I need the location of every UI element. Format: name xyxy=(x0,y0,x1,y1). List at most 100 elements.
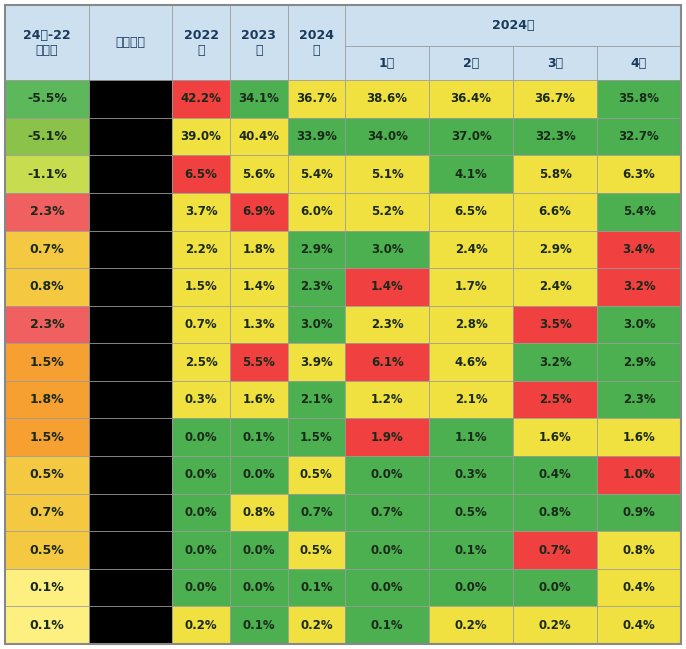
Bar xyxy=(513,80,597,117)
Bar xyxy=(5,494,88,532)
Text: 0.7%: 0.7% xyxy=(300,506,333,519)
Bar xyxy=(513,606,597,644)
Text: 2.3%: 2.3% xyxy=(371,318,403,331)
Bar xyxy=(88,5,172,80)
Bar xyxy=(230,5,287,80)
Text: 3.5%: 3.5% xyxy=(539,318,571,331)
Text: 0.2%: 0.2% xyxy=(185,618,217,631)
Text: 1.5%: 1.5% xyxy=(300,431,333,444)
Bar xyxy=(172,494,230,532)
Text: 2023
年: 2023 年 xyxy=(241,29,276,56)
Bar xyxy=(429,193,513,230)
Bar xyxy=(345,306,429,343)
Text: 0.2%: 0.2% xyxy=(300,618,333,631)
Text: 2.3%: 2.3% xyxy=(300,280,333,293)
Text: 2季: 2季 xyxy=(463,56,480,69)
Bar xyxy=(429,494,513,532)
Text: 0.5%: 0.5% xyxy=(455,506,488,519)
Text: 1.8%: 1.8% xyxy=(242,243,275,256)
Bar xyxy=(597,80,681,117)
Text: 0.7%: 0.7% xyxy=(539,543,571,557)
Bar xyxy=(5,80,88,117)
Bar xyxy=(88,494,172,532)
Bar xyxy=(230,155,287,193)
Bar xyxy=(88,155,172,193)
Bar xyxy=(88,343,172,381)
Bar xyxy=(88,569,172,606)
Text: 0.0%: 0.0% xyxy=(185,543,217,557)
Text: 2.4%: 2.4% xyxy=(455,243,488,256)
Text: 33.9%: 33.9% xyxy=(296,130,337,143)
Text: 32.7%: 32.7% xyxy=(619,130,659,143)
Bar xyxy=(230,381,287,419)
Bar xyxy=(513,494,597,532)
Bar xyxy=(597,117,681,155)
Bar xyxy=(172,306,230,343)
Text: 3.0%: 3.0% xyxy=(300,318,333,331)
Bar xyxy=(172,193,230,230)
Bar xyxy=(5,569,88,606)
Text: 5.4%: 5.4% xyxy=(623,205,655,218)
Bar xyxy=(597,419,681,456)
Bar xyxy=(88,381,172,419)
Text: 0.4%: 0.4% xyxy=(623,581,655,594)
Text: 0.1%: 0.1% xyxy=(371,618,403,631)
Bar xyxy=(5,343,88,381)
Bar xyxy=(513,193,597,230)
Bar xyxy=(5,230,88,268)
Text: 39.0%: 39.0% xyxy=(180,130,222,143)
Bar xyxy=(429,419,513,456)
Text: 0.0%: 0.0% xyxy=(242,543,275,557)
Bar xyxy=(597,494,681,532)
Bar xyxy=(172,5,230,80)
Text: 3.7%: 3.7% xyxy=(185,205,217,218)
Bar xyxy=(5,5,88,80)
Bar xyxy=(287,419,345,456)
Text: 0.1%: 0.1% xyxy=(242,618,275,631)
Bar xyxy=(345,494,429,532)
Text: 2.2%: 2.2% xyxy=(185,243,217,256)
Bar xyxy=(345,155,429,193)
Bar xyxy=(345,343,429,381)
Text: 0.5%: 0.5% xyxy=(29,543,64,557)
Bar xyxy=(513,155,597,193)
Bar xyxy=(5,306,88,343)
Bar xyxy=(88,193,172,230)
Text: 1.8%: 1.8% xyxy=(29,393,64,406)
Bar xyxy=(345,381,429,419)
Text: 1.5%: 1.5% xyxy=(185,280,217,293)
Bar xyxy=(5,117,88,155)
Text: 1.6%: 1.6% xyxy=(623,431,655,444)
Text: 0.2%: 0.2% xyxy=(455,618,488,631)
Text: 0.7%: 0.7% xyxy=(29,243,64,256)
Bar xyxy=(429,569,513,606)
Bar xyxy=(513,230,597,268)
Bar xyxy=(230,268,287,306)
Text: -1.1%: -1.1% xyxy=(27,167,67,180)
Bar xyxy=(88,268,172,306)
Text: 3季: 3季 xyxy=(547,56,563,69)
Bar xyxy=(429,268,513,306)
Text: 0.1%: 0.1% xyxy=(29,618,64,631)
Text: 34.1%: 34.1% xyxy=(238,92,279,106)
Bar xyxy=(88,456,172,494)
Text: -5.1%: -5.1% xyxy=(27,130,67,143)
Text: 36.7%: 36.7% xyxy=(534,92,576,106)
Text: 0.5%: 0.5% xyxy=(300,543,333,557)
Bar xyxy=(287,569,345,606)
Text: 2.1%: 2.1% xyxy=(455,393,488,406)
Text: 1.5%: 1.5% xyxy=(29,356,64,369)
Text: 36.4%: 36.4% xyxy=(451,92,492,106)
Bar xyxy=(172,155,230,193)
Bar xyxy=(597,155,681,193)
Text: 1.7%: 1.7% xyxy=(455,280,488,293)
Bar xyxy=(597,606,681,644)
Bar xyxy=(230,117,287,155)
Bar xyxy=(597,46,681,80)
Text: 35.8%: 35.8% xyxy=(619,92,659,106)
Text: 2.5%: 2.5% xyxy=(185,356,217,369)
Bar xyxy=(230,569,287,606)
Text: 3.0%: 3.0% xyxy=(371,243,403,256)
Bar xyxy=(230,419,287,456)
Bar xyxy=(88,606,172,644)
